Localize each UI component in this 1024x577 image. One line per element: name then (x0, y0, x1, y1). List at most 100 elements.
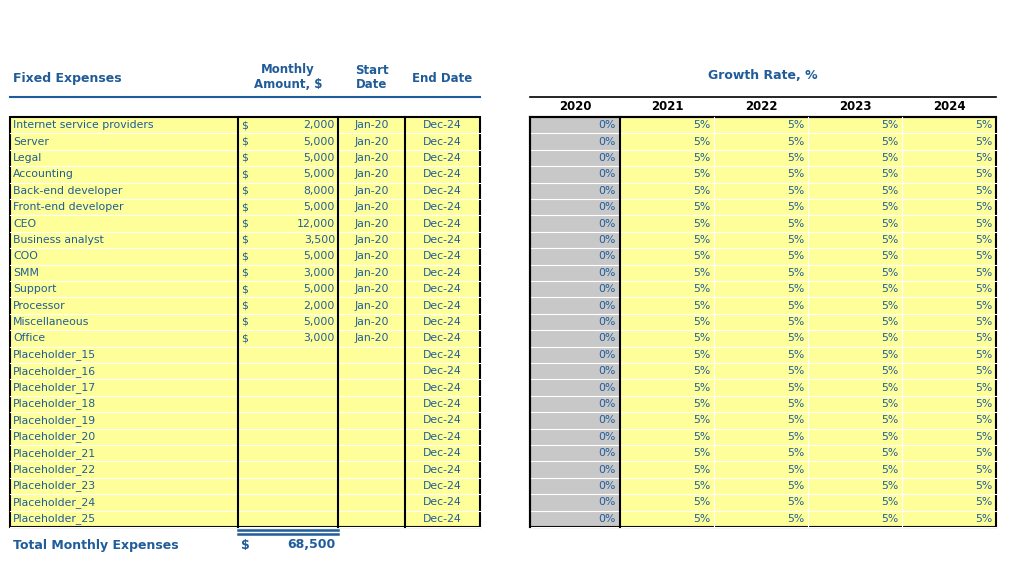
Bar (902, 363, 996, 380)
Bar (808, 412, 902, 429)
Bar (530, 117, 996, 527)
Bar (808, 511, 902, 527)
Text: COO: COO (13, 252, 38, 261)
Bar (714, 314, 808, 330)
Text: 5%: 5% (975, 202, 992, 212)
Text: 5%: 5% (975, 464, 992, 475)
Text: 0%: 0% (599, 202, 616, 212)
Bar (620, 363, 714, 380)
Text: 5,000: 5,000 (304, 137, 335, 147)
Bar (10, 314, 480, 330)
Text: 5%: 5% (881, 432, 898, 442)
Text: 5%: 5% (881, 448, 898, 458)
Bar (530, 117, 620, 133)
Text: 2023: 2023 (839, 100, 871, 114)
Bar (808, 215, 902, 232)
Bar (10, 478, 480, 494)
Text: Monthly
Amount, $: Monthly Amount, $ (254, 63, 323, 92)
Text: Placeholder_18: Placeholder_18 (13, 399, 96, 410)
Bar (620, 380, 714, 396)
Text: Dec-24: Dec-24 (423, 350, 462, 360)
Text: Placeholder_22: Placeholder_22 (13, 464, 96, 475)
Bar (530, 166, 620, 182)
Bar (714, 412, 808, 429)
Bar (530, 133, 620, 150)
Text: 5%: 5% (693, 366, 710, 376)
Text: Dec-24: Dec-24 (423, 235, 462, 245)
Bar (808, 429, 902, 445)
Text: $: $ (241, 120, 248, 130)
Bar (10, 412, 480, 429)
Bar (808, 396, 902, 412)
Text: 12,000: 12,000 (297, 219, 335, 228)
Bar (10, 363, 480, 380)
Text: Dec-24: Dec-24 (423, 383, 462, 392)
Text: Placeholder_21: Placeholder_21 (13, 448, 96, 459)
Text: 0%: 0% (599, 186, 616, 196)
Text: 5%: 5% (693, 399, 710, 409)
Bar (10, 117, 480, 133)
Text: 5%: 5% (693, 432, 710, 442)
Text: End Date: End Date (413, 72, 473, 85)
Bar (808, 363, 902, 380)
Bar (10, 494, 480, 511)
Bar (10, 166, 480, 182)
Bar (808, 314, 902, 330)
Text: 5%: 5% (786, 399, 804, 409)
Bar (714, 396, 808, 412)
Text: 5%: 5% (786, 334, 804, 343)
Text: Dec-24: Dec-24 (423, 317, 462, 327)
Text: 5%: 5% (786, 514, 804, 524)
Bar (530, 232, 620, 248)
Text: 5%: 5% (786, 415, 804, 425)
Bar (714, 462, 808, 478)
Bar (902, 314, 996, 330)
Text: Placeholder_17: Placeholder_17 (13, 382, 96, 393)
Text: Front-end developer: Front-end developer (13, 202, 124, 212)
Bar (808, 330, 902, 347)
Text: 5%: 5% (975, 399, 992, 409)
Text: 5%: 5% (786, 317, 804, 327)
Bar (902, 133, 996, 150)
Text: Placeholder_16: Placeholder_16 (13, 366, 96, 377)
Text: 0%: 0% (599, 399, 616, 409)
Bar (620, 445, 714, 462)
Text: 5%: 5% (881, 202, 898, 212)
Text: Business analyst: Business analyst (13, 235, 103, 245)
Text: 5%: 5% (881, 383, 898, 392)
Text: 0%: 0% (599, 432, 616, 442)
Text: 5%: 5% (693, 301, 710, 310)
Text: 0%: 0% (599, 284, 616, 294)
Text: 5%: 5% (786, 153, 804, 163)
Text: 5%: 5% (881, 186, 898, 196)
Text: Placeholder_23: Placeholder_23 (13, 481, 96, 492)
Bar (530, 494, 620, 511)
Text: 5%: 5% (693, 153, 710, 163)
Bar (808, 478, 902, 494)
Bar (902, 248, 996, 265)
Bar (714, 182, 808, 199)
Bar (902, 347, 996, 363)
Text: Internet service providers: Internet service providers (13, 120, 154, 130)
Text: 3,000: 3,000 (304, 334, 335, 343)
Text: 0%: 0% (599, 481, 616, 491)
Bar (530, 363, 620, 380)
Text: $: $ (241, 334, 248, 343)
Bar (902, 462, 996, 478)
Text: 5%: 5% (786, 366, 804, 376)
Text: Dec-24: Dec-24 (423, 432, 462, 442)
Text: 5%: 5% (786, 235, 804, 245)
Text: Placeholder_24: Placeholder_24 (13, 497, 96, 508)
Text: Dec-24: Dec-24 (423, 366, 462, 376)
Text: 5%: 5% (881, 366, 898, 376)
Bar (808, 281, 902, 297)
Bar (10, 396, 480, 412)
Bar (902, 232, 996, 248)
Text: Jan-20: Jan-20 (354, 219, 389, 228)
Bar (530, 380, 620, 396)
Bar (530, 215, 620, 232)
Text: Dec-24: Dec-24 (423, 219, 462, 228)
Text: 5%: 5% (881, 317, 898, 327)
Text: 5%: 5% (693, 284, 710, 294)
Text: 5%: 5% (693, 120, 710, 130)
